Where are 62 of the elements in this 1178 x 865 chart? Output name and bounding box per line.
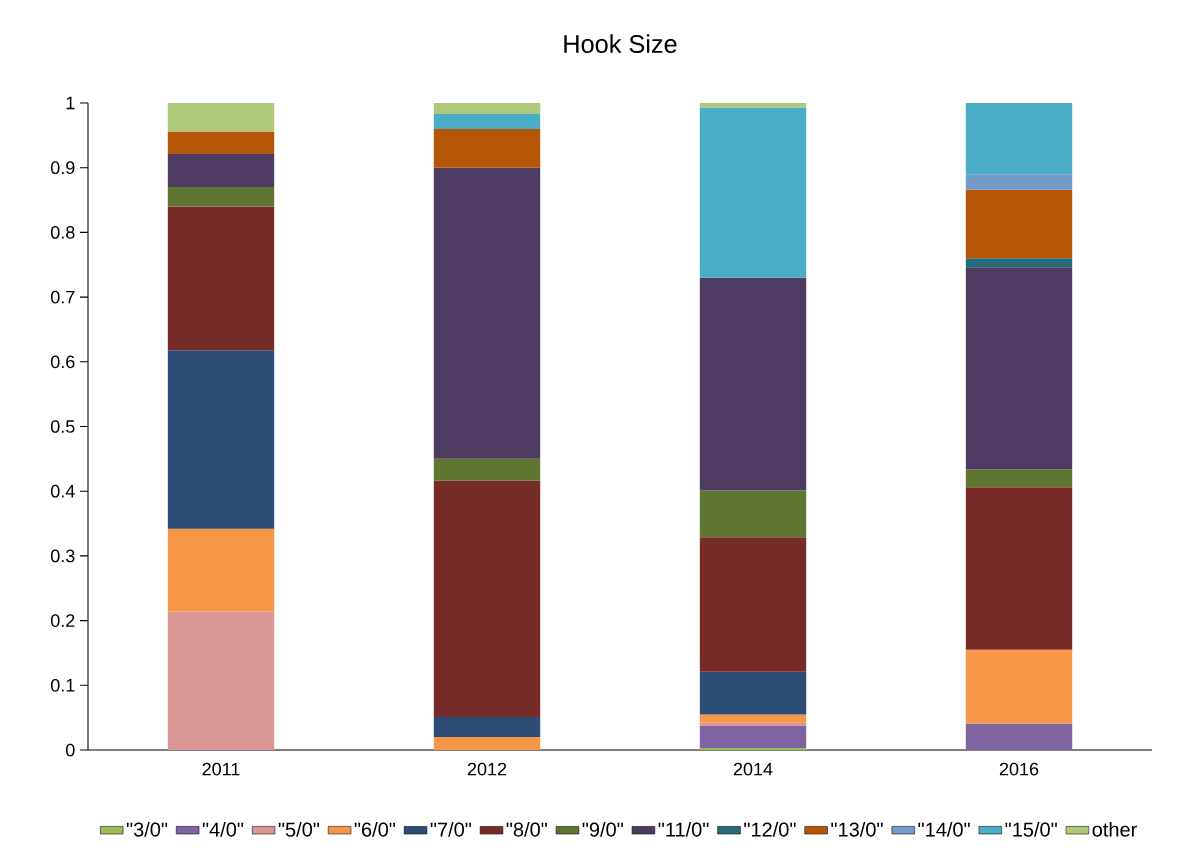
y-tick-label: 0.5 (50, 420, 75, 433)
y-tick-label: 0 (65, 743, 75, 757)
bar (965, 469, 1073, 488)
bar (965, 103, 1073, 175)
legend-label: "11/0" (658, 821, 709, 837)
y-tick-label: 0.7 (50, 290, 75, 304)
bar (167, 103, 275, 132)
legend-label: "13/0" (831, 821, 883, 837)
bar (699, 714, 807, 723)
bar (965, 487, 1073, 650)
y-tick-label: 0.4 (50, 484, 75, 498)
bar (699, 537, 807, 672)
y-tick-label: 0.9 (50, 161, 75, 175)
bar (433, 114, 541, 129)
legend-label: "4/0" (202, 821, 244, 837)
bar (965, 267, 1073, 470)
x-tick-label: 2012 (467, 762, 507, 776)
legend-label: "5/0" (278, 821, 320, 837)
legend-label: "15/0" (1005, 821, 1057, 837)
bar (433, 717, 541, 738)
bar (699, 725, 807, 749)
legend-label: "12/0" (744, 821, 796, 837)
bar (433, 480, 541, 717)
bar (965, 258, 1073, 268)
y-tick-label: 1 (66, 96, 75, 110)
bar (433, 458, 541, 481)
bar (965, 649, 1073, 724)
bar (433, 128, 541, 168)
bar (167, 528, 275, 612)
x-tick-label: 2014 (733, 762, 773, 776)
legend-label: "7/0" (430, 821, 472, 837)
bar (433, 737, 541, 750)
bar (965, 189, 1073, 259)
legend-label: "8/0" (506, 821, 547, 837)
y-tick-label: 0.3 (50, 549, 75, 563)
bar (433, 103, 541, 114)
bar (167, 154, 275, 188)
y-tick-label: 0.1 (50, 678, 75, 692)
bar (965, 723, 1073, 750)
legend-label: other (1092, 821, 1137, 837)
bar (167, 350, 275, 529)
chart-title: Hook Size (564, 34, 677, 53)
legend-label: "9/0" (582, 821, 623, 837)
bar (699, 277, 807, 491)
legend-label: "3/0" (126, 821, 168, 837)
y-tick-label: 0.6 (50, 355, 75, 369)
bar (699, 103, 807, 108)
y-tick-label: 0.2 (50, 614, 75, 627)
bar (167, 206, 275, 351)
x-tick-label: 2016 (999, 762, 1039, 776)
x-tick-label: 2011 (202, 762, 240, 776)
bar (433, 167, 541, 459)
bar (167, 187, 275, 207)
y-tick-label: 0.8 (50, 226, 75, 239)
legend-label: "6/0" (354, 821, 396, 837)
bar (699, 490, 807, 538)
bar (167, 611, 275, 750)
bar (167, 131, 275, 155)
legend-label: "14/0" (918, 821, 970, 837)
bar (965, 174, 1073, 190)
bar (699, 107, 807, 278)
bar (699, 671, 807, 715)
